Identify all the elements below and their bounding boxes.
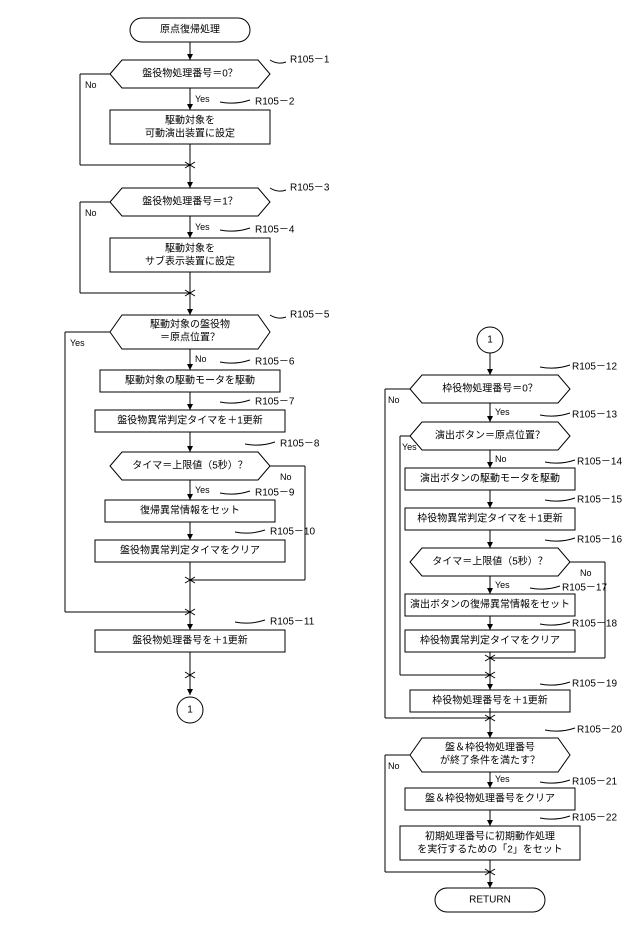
svg-text:演出ボタンの復帰異常情報をセット: 演出ボタンの復帰異常情報をセット: [410, 598, 570, 611]
svg-text:No: No: [580, 568, 592, 578]
svg-text:盤役物処理番号＝1？: 盤役物処理番号＝1？: [142, 195, 238, 208]
svg-text:Yes: Yes: [195, 222, 210, 232]
node-d5: 駆動対象の盤役物 ＝原点位置？ R105－5: [110, 310, 330, 349]
svg-text:R105－11: R105－11: [270, 617, 315, 628]
svg-text:No: No: [195, 354, 207, 364]
svg-text:R105－1: R105－1: [290, 55, 330, 66]
svg-text:R105－6: R105－6: [255, 357, 295, 368]
node-p21: 盤＆枠役物処理番号をクリア: [405, 788, 575, 810]
svg-text:駆動対象の盤役物: 駆動対象の盤役物: [150, 318, 230, 331]
svg-text:Yes: Yes: [495, 580, 510, 590]
svg-text:R105－8: R105－8: [280, 439, 320, 450]
svg-text:R105－20: R105－20: [577, 725, 622, 736]
node-start: 原点復帰処理: [130, 18, 250, 42]
svg-text:No: No: [85, 208, 97, 218]
node-p4: 駆動対象を サブ表示装置に設定: [110, 238, 270, 272]
node-p15: 枠役物異常判定タイマを＋1更新: [405, 508, 575, 530]
svg-text:演出ボタン＝原点位置？: 演出ボタン＝原点位置？: [435, 429, 545, 442]
svg-text:1: 1: [187, 705, 193, 716]
node-d20: 盤＆枠役物処理番号 が終了条件を満たす？: [410, 738, 570, 772]
svg-text:R105－12: R105－12: [572, 362, 617, 373]
svg-text:RETURN: RETURN: [469, 895, 511, 906]
node-d12: 枠役物処理番号＝0？: [410, 375, 570, 403]
node-p22: 初期処理番号に初期動作処理 を実行するための「2」をセット: [400, 826, 580, 860]
node-d13: 演出ボタン＝原点位置？: [410, 422, 570, 450]
svg-text:R105－7: R105－7: [255, 397, 295, 408]
node-p18: 枠役物異常判定タイマをクリア: [405, 630, 575, 652]
svg-text:Yes: Yes: [402, 442, 417, 452]
node-p11: 盤役物処理番号を＋1更新: [95, 630, 285, 652]
svg-text:盤役物処理番号＝0？: 盤役物処理番号＝0？: [142, 67, 238, 80]
svg-text:駆動対象を: 駆動対象を: [165, 242, 215, 255]
start-label: 原点復帰処理: [160, 23, 220, 36]
node-p7: 盤役物異常判定タイマを＋1更新: [95, 410, 285, 432]
node-return: RETURN: [435, 888, 545, 912]
svg-text:復帰異常情報をセット: 復帰異常情報をセット: [140, 504, 240, 517]
svg-text:R105－16: R105－16: [577, 535, 622, 546]
svg-text:No: No: [388, 395, 400, 405]
svg-text:＝原点位置？: ＝原点位置？: [160, 331, 220, 344]
svg-text:R105－18: R105－18: [572, 619, 617, 630]
node-p17: 演出ボタンの復帰異常情報をセット: [405, 594, 575, 616]
svg-text:R105－10: R105－10: [270, 527, 315, 538]
svg-text:R105－9: R105－9: [255, 488, 295, 499]
svg-text:R105－13: R105－13: [572, 410, 617, 421]
svg-text:初期処理番号に初期動作処理: 初期処理番号に初期動作処理: [425, 830, 555, 843]
node-d1: 盤役物処理番号＝0？ R105－1: [110, 55, 330, 88]
connector-1-out: 1: [177, 697, 203, 723]
svg-text:Yes: Yes: [495, 407, 510, 417]
svg-text:盤＆枠役物処理番号: 盤＆枠役物処理番号: [445, 741, 535, 754]
svg-text:駆動対象を: 駆動対象を: [165, 114, 215, 127]
svg-text:演出ボタンの駆動モータを駆動: 演出ボタンの駆動モータを駆動: [420, 472, 560, 485]
svg-text:タイマ＝上限値（5秒）？: タイマ＝上限値（5秒）？: [132, 459, 248, 472]
svg-text:盤役物処理番号を＋1更新: 盤役物処理番号を＋1更新: [132, 634, 248, 647]
svg-text:R105－5: R105－5: [290, 310, 330, 321]
svg-text:R105－4: R105－4: [255, 225, 295, 236]
svg-text:盤役物異常判定タイマを＋1更新: 盤役物異常判定タイマを＋1更新: [117, 414, 263, 427]
svg-text:R105－15: R105－15: [577, 495, 622, 506]
svg-text:No: No: [280, 472, 292, 482]
svg-text:枠役物異常判定タイマをクリア: 枠役物異常判定タイマをクリア: [420, 634, 560, 647]
node-p9: 復帰異常情報をセット: [105, 500, 275, 522]
node-p14: 演出ボタンの駆動モータを駆動: [405, 468, 575, 490]
svg-text:No: No: [85, 80, 97, 90]
node-p10: 盤役物異常判定タイマをクリア: [95, 540, 285, 562]
svg-text:盤＆枠役物処理番号をクリア: 盤＆枠役物処理番号をクリア: [425, 792, 555, 805]
node-d16: タイマ＝上限値（5秒）？: [410, 548, 570, 576]
svg-text:1: 1: [487, 335, 493, 346]
node-p2: 駆動対象を 可動演出装置に設定: [110, 110, 270, 144]
svg-text:Yes: Yes: [70, 338, 85, 348]
svg-text:サブ表示装置に設定: サブ表示装置に設定: [145, 255, 235, 268]
connector-1-in: 1: [477, 327, 503, 353]
svg-text:R105－21: R105－21: [572, 777, 617, 788]
node-d8: タイマ＝上限値（5秒）？: [110, 452, 270, 480]
svg-text:枠役物処理番号＝0？: 枠役物処理番号＝0？: [442, 382, 538, 395]
svg-text:No: No: [388, 761, 400, 771]
svg-text:枠役物処理番号を＋1更新: 枠役物処理番号を＋1更新: [432, 694, 548, 707]
svg-text:Yes: Yes: [195, 485, 210, 495]
svg-text:駆動対象の駆動モータを駆動: 駆動対象の駆動モータを駆動: [125, 374, 255, 387]
svg-text:を実行するための「2」をセット: を実行するための「2」をセット: [417, 843, 563, 856]
svg-text:No: No: [495, 454, 507, 464]
svg-text:R105－3: R105－3: [290, 183, 330, 194]
svg-text:Yes: Yes: [195, 94, 210, 104]
svg-text:R105－17: R105－17: [562, 583, 607, 594]
svg-text:R105－14: R105－14: [577, 457, 622, 468]
svg-text:が終了条件を満たす？: が終了条件を満たす？: [440, 754, 540, 767]
svg-text:R105－2: R105－2: [255, 97, 295, 108]
svg-text:可動演出装置に設定: 可動演出装置に設定: [145, 127, 235, 140]
flowchart-diagram: 原点復帰処理 盤役物処理番号＝0？ R105－1 No Yes R105－2 駆…: [10, 10, 630, 920]
node-d3: 盤役物処理番号＝1？ R105－3: [110, 183, 330, 216]
node-p6: 駆動対象の駆動モータを駆動: [100, 370, 280, 392]
svg-text:R105－19: R105－19: [572, 679, 617, 690]
svg-text:盤役物異常判定タイマをクリア: 盤役物異常判定タイマをクリア: [120, 544, 260, 557]
svg-text:Yes: Yes: [495, 774, 510, 784]
svg-text:タイマ＝上限値（5秒）？: タイマ＝上限値（5秒）？: [432, 555, 548, 568]
svg-text:枠役物異常判定タイマを＋1更新: 枠役物異常判定タイマを＋1更新: [417, 512, 563, 525]
svg-text:R105－22: R105－22: [572, 813, 617, 824]
